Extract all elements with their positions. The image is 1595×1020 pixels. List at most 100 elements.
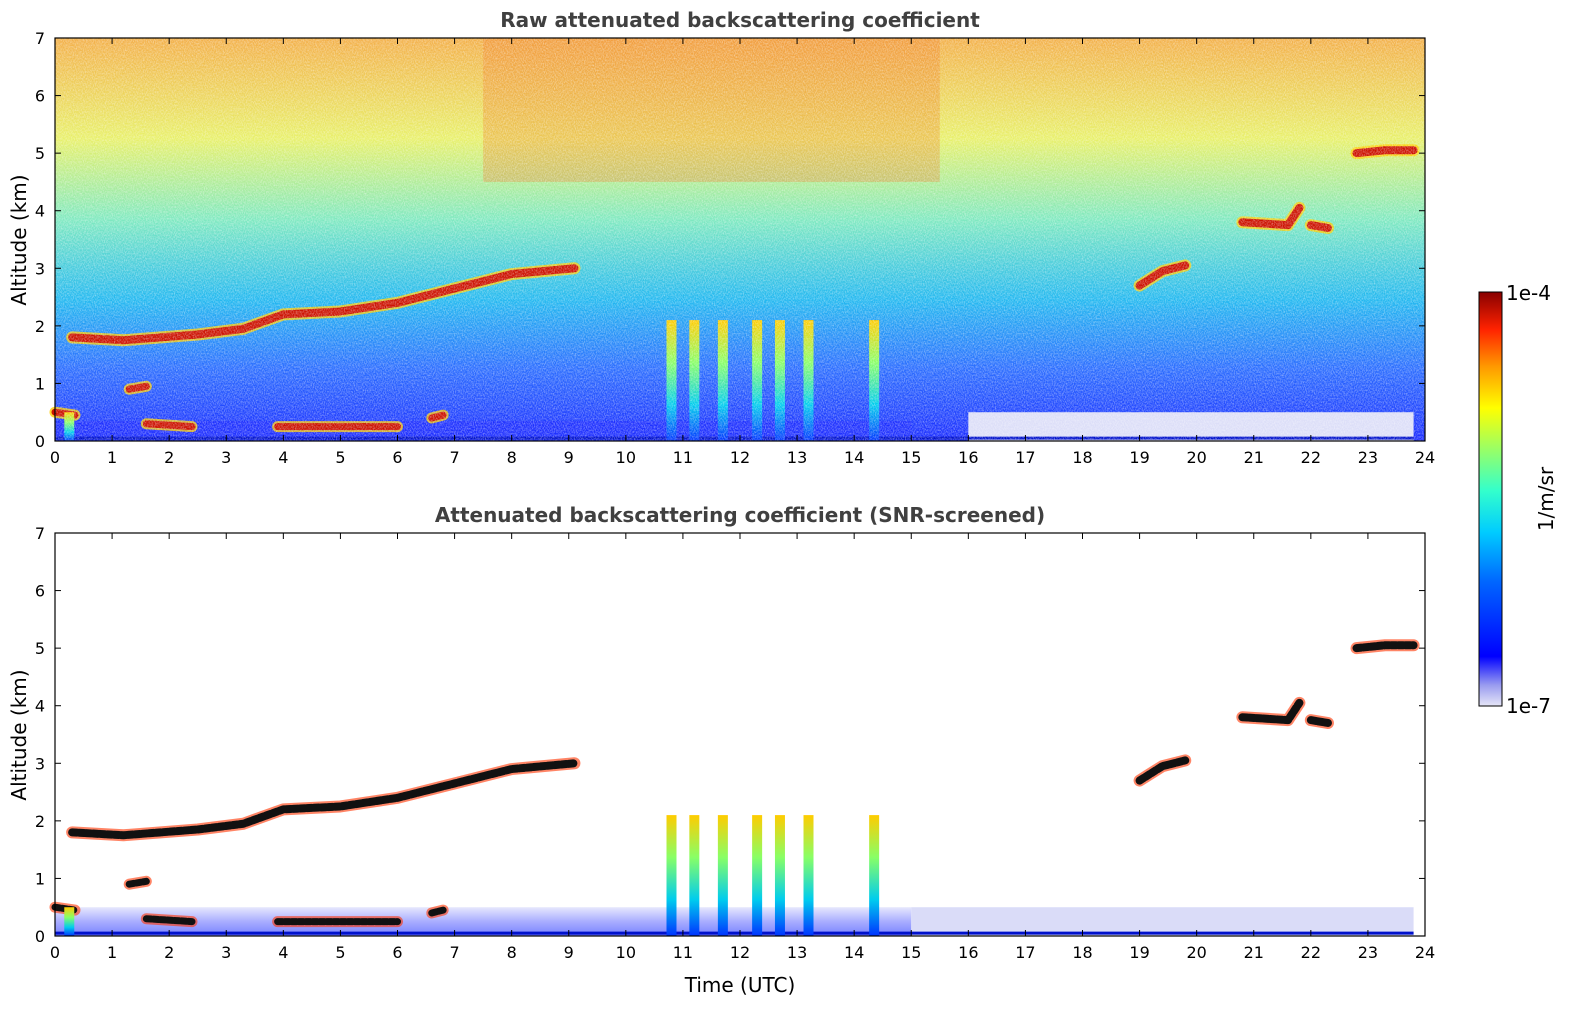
screened-x-tick-label: 0 xyxy=(50,943,60,962)
screened-convective-column xyxy=(666,815,677,936)
x-axis-label: Time (UTC) xyxy=(684,973,796,997)
raw-x-tick-label: 11 xyxy=(673,448,693,467)
screened-x-tick-label: 22 xyxy=(1301,943,1321,962)
raw-x-tick-label: 16 xyxy=(958,448,978,467)
panel-screened: Attenuated backscattering coefficient (S… xyxy=(7,503,1435,997)
screened-x-tick-label: 15 xyxy=(901,943,921,962)
raw-x-tick-label: 4 xyxy=(278,448,288,467)
panel-raw-title: Raw attenuated backscattering coefficien… xyxy=(500,8,980,32)
raw-x-tick-label: 19 xyxy=(1129,448,1149,467)
raw-y-tick-label: 5 xyxy=(35,144,45,163)
raw-x-tick-label: 13 xyxy=(787,448,807,467)
screened-x-tick-label: 3 xyxy=(221,943,231,962)
raw-x-tick-label: 14 xyxy=(844,448,864,467)
screened-x-tick-label: 9 xyxy=(564,943,574,962)
raw-x-tick-label: 17 xyxy=(1015,448,1035,467)
screened-cloud-layer xyxy=(1352,641,1418,653)
screened-x-tick-label: 12 xyxy=(730,943,750,962)
screened-y-tick-label: 5 xyxy=(35,639,45,658)
screened-x-tick-label: 18 xyxy=(1072,943,1092,962)
screened-x-tick-label: 11 xyxy=(673,943,693,962)
raw-x-tick-label: 12 xyxy=(730,448,750,467)
raw-x-tick-label: 2 xyxy=(164,448,174,467)
screened-cloud-layer xyxy=(1306,716,1332,727)
screened-x-tick-label: 8 xyxy=(507,943,517,962)
raw-y-tick-label: 1 xyxy=(35,374,45,393)
colorbar-max-label: 1e-4 xyxy=(1506,281,1551,305)
screened-convective-column xyxy=(717,815,728,936)
screened-convective-column xyxy=(774,815,785,936)
screened-aerosol-layer-late xyxy=(911,907,1414,936)
screened-x-tick-label: 20 xyxy=(1186,943,1206,962)
screened-convective-column xyxy=(64,907,75,936)
screened-aerosol-layer xyxy=(55,907,912,936)
screened-y-axis-label: Altitude (km) xyxy=(7,669,31,800)
screened-x-tick-label: 13 xyxy=(787,943,807,962)
screened-x-tick-label: 6 xyxy=(392,943,402,962)
colorbar-gradient xyxy=(1478,291,1503,707)
raw-x-tick-label: 15 xyxy=(901,448,921,467)
raw-x-tick-label: 6 xyxy=(392,448,402,467)
raw-x-tick-label: 5 xyxy=(335,448,345,467)
screened-y-tick-label: 0 xyxy=(35,927,45,946)
screened-convective-column xyxy=(689,815,700,936)
screened-y-tick-label: 3 xyxy=(35,754,45,773)
raw-y-tick-label: 3 xyxy=(35,259,45,278)
screened-x-tick-label: 19 xyxy=(1129,943,1149,962)
screened-x-tick-label: 10 xyxy=(616,943,636,962)
screened-x-tick-label: 24 xyxy=(1415,943,1435,962)
screened-x-tick-label: 16 xyxy=(958,943,978,962)
screened-convective-column xyxy=(752,815,763,936)
raw-y-axis-label: Altitude (km) xyxy=(7,174,31,305)
screened-x-tick-label: 17 xyxy=(1015,943,1035,962)
screened-x-tick-label: 5 xyxy=(335,943,345,962)
screened-convective-column xyxy=(869,815,880,936)
screened-background xyxy=(55,533,1425,936)
raw-x-tick-label: 8 xyxy=(507,448,517,467)
screened-low-layer xyxy=(125,877,150,888)
raw-y-tick-label: 2 xyxy=(35,317,45,336)
screened-x-tick-label: 1 xyxy=(107,943,117,962)
colorbar: 1e-4 1e-7 1/m/sr xyxy=(1478,281,1558,718)
screened-x-tick-label: 4 xyxy=(278,943,288,962)
screened-x-tick-label: 7 xyxy=(449,943,459,962)
screened-x-tick-label: 23 xyxy=(1358,943,1378,962)
screened-cloud-layer xyxy=(1135,756,1190,785)
raw-x-tick-label: 20 xyxy=(1186,448,1206,467)
screened-y-tick-label: 6 xyxy=(35,582,45,601)
screened-x-tick-label: 2 xyxy=(164,943,174,962)
raw-x-tick-label: 22 xyxy=(1301,448,1321,467)
raw-x-tick-label: 18 xyxy=(1072,448,1092,467)
screened-convective-column xyxy=(803,815,814,936)
raw-y-tick-label: 4 xyxy=(35,202,45,221)
raw-noise-overlay xyxy=(55,38,1425,441)
raw-y-tick-label: 0 xyxy=(35,432,45,451)
screened-x-tick-label: 14 xyxy=(844,943,864,962)
raw-y-tick-label: 7 xyxy=(35,29,45,48)
raw-x-tick-label: 10 xyxy=(616,448,636,467)
screened-low-layer xyxy=(142,915,196,926)
raw-x-tick-label: 23 xyxy=(1358,448,1378,467)
raw-y-tick-label: 6 xyxy=(35,87,45,106)
raw-x-tick-label: 7 xyxy=(449,448,459,467)
raw-x-tick-label: 24 xyxy=(1415,448,1435,467)
plot-area-screened xyxy=(49,533,1425,936)
screened-y-tick-label: 4 xyxy=(35,697,45,716)
screened-cloud-layer xyxy=(1238,698,1304,725)
panel-screened-title: Attenuated backscattering coefficient (S… xyxy=(435,503,1045,527)
plot-area-raw xyxy=(49,38,1425,441)
raw-x-tick-label: 1 xyxy=(107,448,117,467)
raw-x-tick-label: 21 xyxy=(1244,448,1264,467)
screened-low-layer xyxy=(428,906,447,917)
screened-x-tick-label: 21 xyxy=(1244,943,1264,962)
raw-x-tick-label: 3 xyxy=(221,448,231,467)
raw-x-tick-label: 0 xyxy=(50,448,60,467)
raw-x-tick-label: 9 xyxy=(564,448,574,467)
screened-y-tick-label: 1 xyxy=(35,869,45,888)
screened-cloud-layer xyxy=(68,759,579,840)
panel-raw: Raw attenuated backscattering coefficien… xyxy=(7,8,1435,467)
screened-y-tick-label: 2 xyxy=(35,812,45,831)
screened-y-tick-label: 7 xyxy=(35,524,45,543)
colorbar-min-label: 1e-7 xyxy=(1506,694,1551,718)
